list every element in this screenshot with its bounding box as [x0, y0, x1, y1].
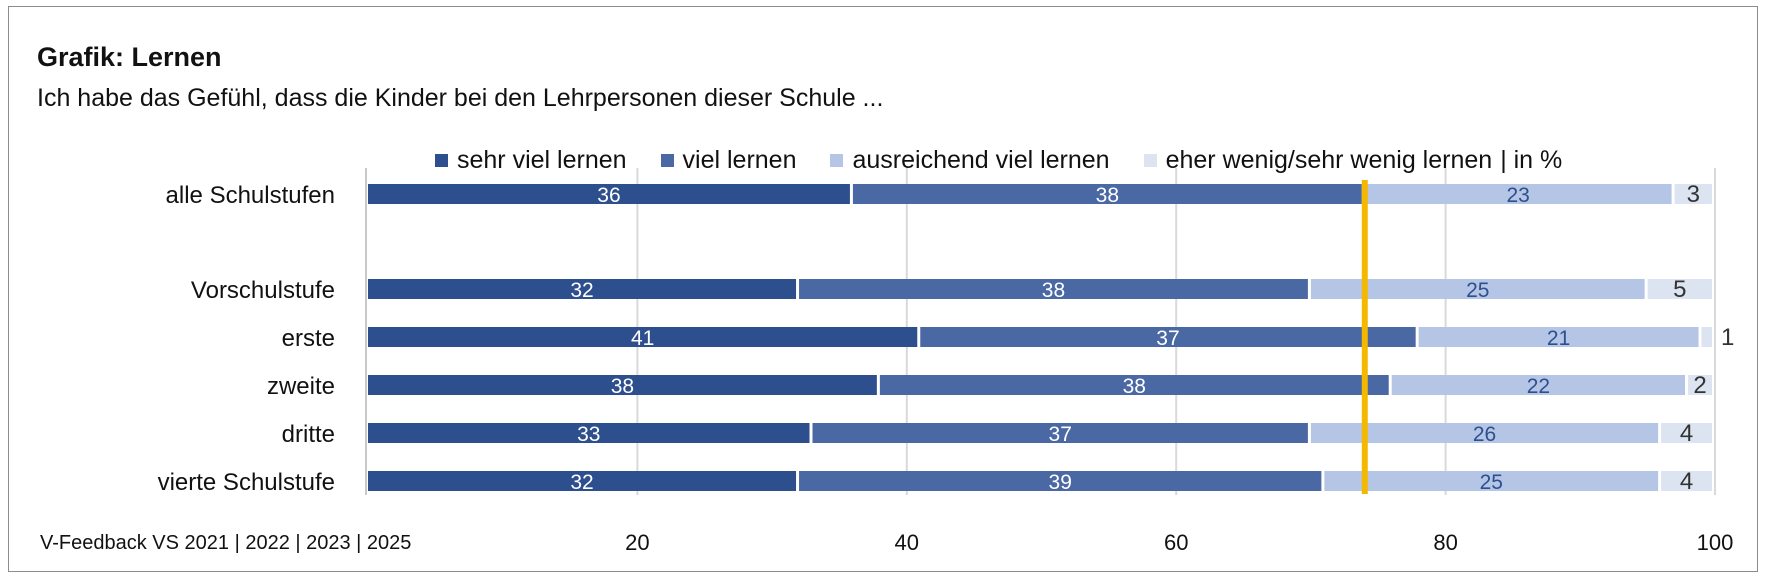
data-label-0-3: 3 — [1687, 181, 1700, 208]
legend-swatch-eher-wenig — [1143, 154, 1157, 167]
bar-1-0 — [368, 279, 797, 299]
bar-5-0 — [368, 471, 797, 491]
category-label-2: erste — [282, 325, 335, 352]
bar-4-3 — [1661, 423, 1712, 443]
bar-2-1 — [920, 327, 1416, 347]
data-label-3-1: 38 — [1123, 375, 1146, 398]
data-label-2-1: 37 — [1156, 327, 1179, 350]
data-label-3-3: 2 — [1693, 372, 1706, 399]
bar-5-1 — [799, 471, 1322, 491]
data-label-1-0: 32 — [570, 279, 593, 302]
category-label-1: Vorschulstufe — [191, 277, 335, 304]
bar-5-2 — [1324, 471, 1659, 491]
category-label-5: vierte Schulstufe — [158, 469, 335, 496]
data-label-0-2: 23 — [1507, 184, 1530, 207]
data-label-1-3: 5 — [1673, 276, 1686, 303]
chart-title: Grafik: Lernen — [37, 42, 222, 72]
data-label-5-3: 4 — [1680, 468, 1693, 495]
category-label-0: alle Schulstufen — [166, 182, 335, 209]
data-label-5-2: 25 — [1480, 471, 1503, 494]
bar-1-3 — [1647, 279, 1712, 299]
x-tick-label-60: 60 — [1164, 530, 1188, 555]
legend-swatch-ausreichend — [830, 154, 844, 167]
bar-2-3 — [1701, 327, 1712, 347]
data-label-4-1: 37 — [1049, 423, 1072, 446]
legend-suffix: | in % — [1500, 146, 1563, 174]
bar-4-0 — [368, 423, 810, 443]
data-label-4-2: 26 — [1473, 423, 1496, 446]
data-label-5-0: 32 — [570, 471, 593, 494]
data-label-4-0: 33 — [577, 423, 600, 446]
bar-5-3 — [1661, 471, 1712, 491]
bar-0-0 — [368, 184, 850, 204]
bar-0-1 — [852, 184, 1362, 204]
data-label-0-0: 36 — [597, 184, 620, 207]
legend-item-ausreichend: ausreichend viel lernen — [830, 146, 1110, 175]
data-label-1-2: 25 — [1466, 279, 1489, 302]
bar-4-2 — [1310, 423, 1659, 443]
data-label-3-0: 38 — [611, 375, 634, 398]
x-tick-label-100: 100 — [1697, 530, 1734, 555]
data-label-3-2: 22 — [1527, 375, 1550, 398]
data-label-5-1: 39 — [1049, 471, 1072, 494]
x-tick-label-20: 20 — [625, 530, 649, 555]
bar-3-0 — [368, 375, 877, 395]
bar-4-1 — [812, 423, 1308, 443]
data-label-0-1: 38 — [1096, 184, 1119, 207]
data-label-1-1: 38 — [1042, 279, 1065, 302]
chart-subtitle: Ich habe das Gefühl, dass die Kinder bei… — [37, 84, 884, 112]
legend-label-eher-wenig: eher wenig/sehr wenig lernen — [1165, 146, 1493, 174]
legend-label-ausreichend: ausreichend viel lernen — [852, 146, 1110, 174]
data-label-4-3: 4 — [1680, 420, 1693, 447]
legend-label-viel: viel lernen — [682, 146, 797, 174]
legend-label-sehr-viel: sehr viel lernen — [457, 146, 627, 174]
bar-2-0 — [368, 327, 918, 347]
legend-item-sehr-viel: sehr viel lernen — [435, 146, 627, 175]
bar-3-2 — [1391, 375, 1686, 395]
legend-swatch-sehr-viel — [435, 154, 448, 167]
source-note: V-Feedback VS 2021 | 2022 | 2023 | 2025 — [40, 532, 412, 554]
bar-0-3 — [1674, 184, 1712, 204]
data-label-2-2: 21 — [1547, 327, 1570, 350]
legend-item-viel: viel lernen — [660, 146, 797, 175]
data-label-2-3: 1 — [1721, 324, 1734, 351]
bar-3-3 — [1688, 375, 1712, 395]
bar-1-2 — [1310, 279, 1645, 299]
bar-3-1 — [879, 375, 1389, 395]
category-label-4: dritte — [282, 421, 335, 448]
bar-2-2 — [1418, 327, 1699, 347]
data-label-2-0: 41 — [631, 327, 654, 350]
legend-swatch-viel — [660, 154, 674, 167]
category-label-3: zweite — [267, 373, 335, 400]
x-tick-label-40: 40 — [895, 530, 919, 555]
legend-item-eher-wenig: eher wenig/sehr wenig lernen | in % — [1143, 146, 1563, 175]
x-tick-label-80: 80 — [1433, 530, 1457, 555]
legend: sehr viel lernen viel lernen ausreichend… — [435, 146, 1562, 175]
bar-1-1 — [799, 279, 1308, 299]
bar-0-2 — [1364, 184, 1672, 204]
